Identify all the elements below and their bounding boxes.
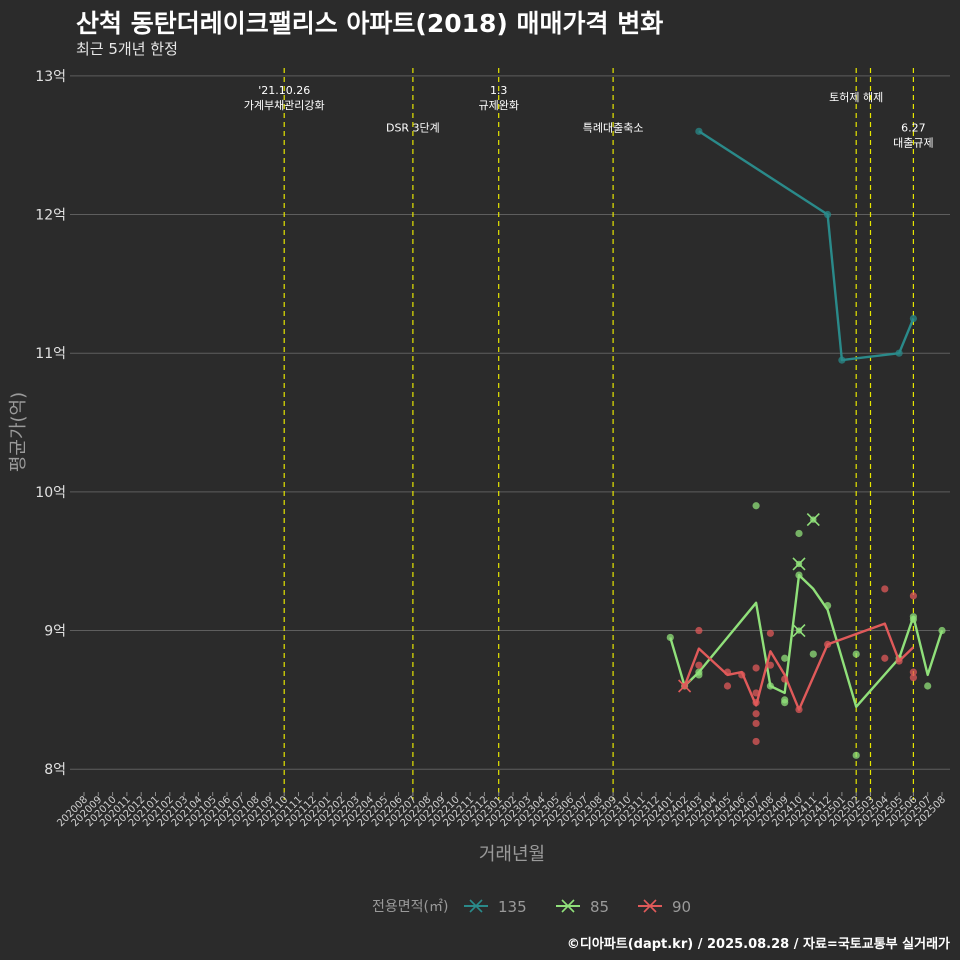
chart-title: 산척 동탄더레이크팰리스 아파트(2018) 매매가격 변화 bbox=[76, 9, 664, 38]
data-point-85 bbox=[781, 654, 789, 662]
data-point-90 bbox=[752, 719, 760, 728]
data-point-85 bbox=[809, 650, 817, 658]
data-point-85 bbox=[852, 650, 860, 658]
data-point-90 bbox=[723, 668, 732, 676]
data-point-85 bbox=[852, 751, 860, 759]
y-tick-label: 9억 bbox=[44, 624, 66, 640]
data-point-90 bbox=[881, 585, 889, 593]
data-point-85 bbox=[938, 626, 946, 635]
legend-key-marker-90 bbox=[643, 899, 657, 913]
data-point-90 bbox=[795, 705, 803, 714]
data-point-135 bbox=[695, 127, 703, 135]
data-point-85 bbox=[909, 615, 918, 624]
data-point-85 bbox=[666, 633, 674, 642]
data-point-90 bbox=[895, 657, 903, 665]
data-point-135 bbox=[838, 356, 846, 364]
legend-label-90: 90 bbox=[672, 898, 691, 916]
data-point-90 bbox=[766, 629, 775, 637]
event-label: 6.27 bbox=[901, 121, 926, 134]
series-line-85 bbox=[669, 573, 944, 708]
data-point-90 bbox=[752, 664, 760, 672]
data-point-85 bbox=[795, 571, 803, 579]
event-label: DSR 3단계 bbox=[386, 121, 440, 134]
data-point-135 bbox=[909, 314, 918, 323]
data-point-85 bbox=[752, 502, 760, 510]
legend-key-marker-85 bbox=[561, 899, 575, 913]
y-tick-label: 8억 bbox=[44, 762, 66, 778]
data-point-90 bbox=[909, 592, 918, 600]
data-point-85 bbox=[766, 682, 775, 690]
data-point-85 bbox=[810, 516, 817, 523]
data-point-90 bbox=[738, 671, 746, 679]
series-line-135 bbox=[698, 130, 915, 362]
series-layer bbox=[666, 127, 946, 759]
data-point-90 bbox=[723, 682, 732, 690]
data-point-85 bbox=[924, 682, 932, 690]
legend-key-marker-135 bbox=[469, 899, 483, 913]
data-point-90 bbox=[695, 661, 703, 669]
y-axis-title: 평균가(억) bbox=[8, 392, 29, 472]
event-label: 특례대출축소 bbox=[583, 121, 644, 134]
source-caption: ©디아파트(dapt.kr) / 2025.08.28 / 자료=국토교통부 실… bbox=[566, 937, 950, 952]
data-point-90 bbox=[752, 737, 760, 746]
data-point-90 bbox=[695, 626, 703, 635]
y-axis: 8억 9억 10억 11억 12억 13억 bbox=[35, 69, 66, 778]
data-point-85 bbox=[795, 560, 803, 568]
y-tick-label: 12억 bbox=[35, 208, 66, 224]
data-point-85 bbox=[824, 601, 832, 610]
data-point-85 bbox=[795, 627, 803, 634]
event-label: 대출규제 bbox=[893, 136, 933, 149]
data-point-135 bbox=[824, 210, 832, 219]
series-line-90 bbox=[683, 622, 915, 711]
legend-title: 전용면적(㎡) bbox=[372, 899, 448, 915]
data-point-135 bbox=[895, 349, 903, 357]
legend-label-85: 85 bbox=[590, 898, 609, 916]
event-label: 규제완화 bbox=[478, 99, 518, 112]
y-tick-label: 10억 bbox=[35, 485, 66, 501]
data-point-90 bbox=[766, 661, 775, 669]
event-label: '21.10.26 bbox=[258, 84, 310, 97]
x-axis-title: 거래년월 bbox=[479, 844, 545, 865]
y-tick-label: 11억 bbox=[35, 346, 66, 362]
data-point-90 bbox=[881, 654, 889, 662]
data-point-90 bbox=[781, 675, 789, 683]
data-point-85 bbox=[781, 699, 789, 707]
data-point-90 bbox=[752, 710, 760, 718]
data-point-90 bbox=[752, 689, 760, 697]
data-point-85 bbox=[795, 529, 803, 538]
data-point-90 bbox=[681, 682, 688, 690]
event-label: 1.3 bbox=[490, 84, 508, 97]
legend-label-135: 135 bbox=[498, 898, 527, 916]
chart-subtitle: 최근 5개년 한정 bbox=[76, 40, 178, 58]
data-point-90 bbox=[909, 674, 918, 682]
x-axis: 2020082020092020102020112020122021012021… bbox=[55, 792, 948, 829]
gridlines bbox=[70, 75, 950, 770]
data-point-85 bbox=[695, 671, 703, 679]
event-label: 가계부채관리강화 bbox=[244, 99, 325, 112]
data-point-90 bbox=[752, 699, 760, 707]
data-point-90 bbox=[909, 668, 918, 676]
data-point-90 bbox=[824, 640, 832, 649]
legend: 전용면적(㎡) 135 85 90 bbox=[372, 898, 691, 916]
y-tick-label: 13억 bbox=[35, 69, 66, 85]
event-label: 토허제 해제 bbox=[829, 90, 883, 104]
